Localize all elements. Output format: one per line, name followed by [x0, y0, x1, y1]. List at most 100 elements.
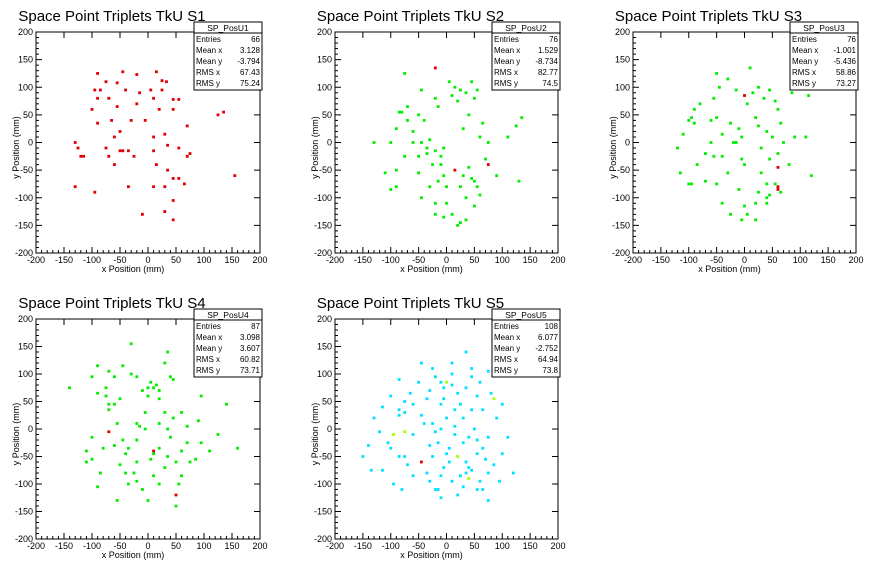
y-tick-label: 150 [615, 55, 630, 65]
data-point [419, 460, 423, 464]
stats-row-label: Mean x [196, 46, 222, 55]
data-point [506, 135, 510, 139]
data-point [428, 479, 432, 483]
data-point [770, 135, 774, 139]
data-point [445, 201, 448, 205]
data-point [478, 479, 482, 483]
data-point [740, 218, 744, 222]
data-point [425, 146, 429, 150]
data-point [773, 99, 777, 103]
data-point [787, 163, 791, 167]
stats-row-value: 73.71 [240, 366, 261, 375]
data-point [757, 190, 760, 194]
stats-row-value: 1.529 [538, 46, 559, 55]
data-point [456, 223, 460, 227]
data-point [107, 154, 111, 158]
data-point [185, 124, 189, 128]
data-point [403, 411, 407, 414]
data-point [765, 201, 769, 205]
data-point [417, 154, 421, 158]
stats-row-value: 6.077 [538, 333, 559, 342]
data-point [467, 477, 471, 480]
stats-row-label: RMS y [494, 79, 518, 88]
data-point [104, 80, 108, 84]
data-point [389, 394, 393, 398]
data-point [759, 171, 763, 175]
stats-row-value: -2.752 [535, 344, 558, 353]
data-point [90, 107, 94, 111]
data-point [442, 386, 446, 390]
data-point [478, 380, 482, 384]
x-axis-label: x Position (mm) [102, 264, 165, 274]
x-tick-label: -150 [354, 541, 372, 551]
data-point [104, 394, 108, 398]
data-point [447, 446, 451, 450]
data-point [233, 174, 237, 178]
data-point [475, 452, 479, 456]
data-point [129, 372, 133, 376]
data-point [765, 182, 769, 186]
data-point [433, 96, 437, 100]
stats-row-value: 74.5 [542, 79, 558, 88]
stats-row-value: 76 [549, 35, 558, 44]
data-point [90, 435, 94, 439]
data-point [126, 149, 130, 153]
y-tick-label: 0 [327, 424, 332, 434]
data-point [720, 132, 724, 136]
data-point [776, 185, 780, 189]
x-tick-label: -150 [354, 255, 372, 265]
data-point [506, 435, 510, 439]
data-point [157, 389, 161, 392]
data-point [118, 397, 122, 401]
data-point [216, 113, 220, 117]
data-point [453, 408, 457, 412]
data-point [759, 146, 763, 150]
stats-row-value: 73.8 [542, 366, 558, 375]
x-tick-label: 200 [252, 541, 267, 551]
y-tick-label: 50 [322, 397, 332, 407]
data-point [734, 141, 738, 144]
y-axis-label: y Position (mm) [310, 116, 320, 179]
data-point [450, 212, 454, 216]
data-point [439, 163, 443, 167]
data-point [461, 485, 465, 489]
data-point [475, 88, 479, 92]
data-point [171, 177, 175, 180]
data-point [447, 460, 451, 464]
data-point [129, 118, 133, 122]
data-point [768, 88, 772, 92]
data-point [692, 121, 696, 125]
x-tick-label: -50 [412, 255, 425, 265]
x-tick-label: 200 [848, 255, 863, 265]
data-point [776, 165, 780, 169]
x-tick-label: -200 [326, 541, 344, 551]
data-point [157, 422, 161, 425]
data-point [163, 466, 167, 469]
y-tick-label: -50 [617, 165, 630, 175]
data-point [472, 204, 476, 208]
y-tick-label: 0 [28, 138, 33, 148]
x-tick-label: 100 [793, 255, 808, 265]
data-point [439, 427, 443, 431]
y-tick-label: 50 [23, 110, 33, 120]
data-point [717, 85, 721, 89]
chart-title: Space Point Triplets TkU S4 [18, 295, 205, 312]
stats-title: SP_PosU2 [505, 23, 547, 33]
data-point [712, 96, 716, 100]
y-tick-label: 0 [28, 424, 33, 434]
stats-row-label: Entries [792, 35, 817, 44]
y-axis-label: y Position (mm) [310, 403, 320, 466]
data-point [135, 422, 139, 425]
data-point [397, 408, 401, 412]
data-point [163, 185, 167, 189]
stats-row-value: 58.86 [836, 68, 857, 77]
data-point [726, 171, 730, 175]
data-point [431, 367, 434, 370]
x-tick-label: 50 [469, 541, 479, 551]
data-point [779, 121, 783, 125]
data-point [107, 430, 111, 434]
y-tick-label: -150 [314, 220, 332, 230]
data-point [484, 157, 487, 161]
y-tick-label: -150 [314, 507, 332, 517]
stats-row-value: -8.734 [535, 57, 558, 66]
